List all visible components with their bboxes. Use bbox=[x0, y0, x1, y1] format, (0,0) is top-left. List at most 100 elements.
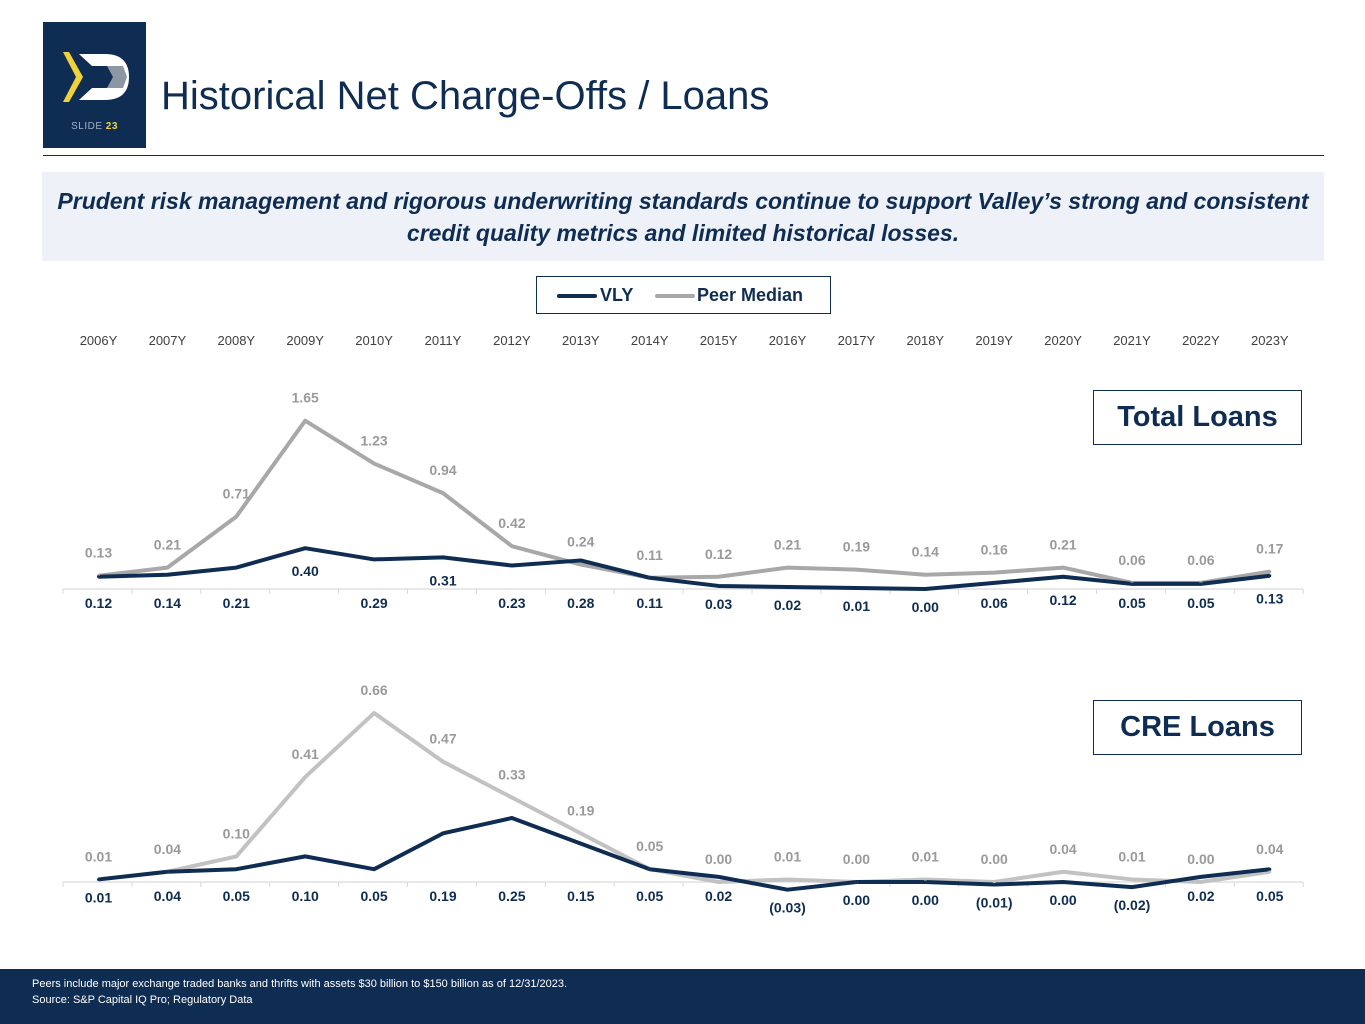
cre-peer-data-label: 0.33 bbox=[498, 767, 525, 783]
cre-vly-point bbox=[165, 870, 169, 874]
legend-label-peer: Peer Median bbox=[697, 285, 804, 305]
cre-peer-point bbox=[1061, 870, 1065, 874]
cre-vly-point bbox=[786, 888, 789, 892]
total-peer-point bbox=[372, 462, 376, 466]
total-peer-data-label: 0.24 bbox=[567, 534, 594, 550]
total-vly-data-label: 0.00 bbox=[912, 599, 939, 615]
cre-vly-point bbox=[303, 854, 307, 858]
total-peer-data-label: 1.23 bbox=[360, 433, 387, 449]
total-vly-data-label: 0.05 bbox=[1187, 595, 1214, 611]
total-peer-data-label: 0.42 bbox=[498, 515, 525, 531]
cre-peer-point bbox=[441, 760, 445, 764]
total-vly-point bbox=[1061, 575, 1065, 579]
title-divider bbox=[43, 155, 1324, 156]
total-vly-point bbox=[854, 586, 858, 590]
cre-vly-point bbox=[510, 816, 514, 820]
total-peer-data-label: 0.94 bbox=[429, 462, 456, 478]
total-vly-data-label: 0.06 bbox=[981, 595, 1008, 611]
total-peer-point bbox=[854, 568, 858, 572]
cre-vly-point bbox=[441, 831, 445, 835]
total-peer-point bbox=[234, 515, 238, 519]
total-peer-point bbox=[1061, 566, 1065, 570]
cre-vly-point bbox=[234, 867, 238, 871]
chart-legend: VLY Peer Median bbox=[536, 276, 831, 314]
legend-swatch-peer bbox=[655, 294, 695, 298]
cre-peer-data-label: 0.05 bbox=[636, 838, 663, 854]
cre-vly-data-label: 0.19 bbox=[429, 888, 456, 904]
total-peer-point bbox=[717, 575, 721, 579]
cre-vly-data-label: 0.25 bbox=[498, 888, 525, 904]
cre-peer-point bbox=[234, 854, 238, 858]
cre-vly-data-label: 0.05 bbox=[1256, 888, 1283, 904]
cre-vly-point bbox=[854, 880, 858, 884]
page-title: Historical Net Charge-Offs / Loans bbox=[161, 74, 770, 118]
year-tick-label: 2010Y bbox=[355, 333, 393, 348]
cre-peer-point bbox=[579, 831, 583, 835]
cre-vly-data-label: 0.10 bbox=[292, 888, 319, 904]
total-peer-data-label: 0.21 bbox=[154, 537, 181, 553]
cre-peer-point bbox=[1130, 877, 1134, 881]
year-tick-label: 2011Y bbox=[425, 333, 462, 348]
cre-peer-point bbox=[786, 877, 789, 881]
cre-peer-data-label: 0.47 bbox=[429, 731, 456, 747]
total-vly-data-label: 0.40 bbox=[292, 563, 319, 579]
total-vly-line bbox=[98, 546, 1271, 591]
total-vly-data-label: 0.14 bbox=[154, 595, 181, 611]
cre-vly-data-label: 0.01 bbox=[85, 889, 112, 905]
total-vly-data-label: 0.13 bbox=[1256, 591, 1283, 607]
total-vly-point bbox=[510, 564, 514, 568]
total-peer-data-label: 0.11 bbox=[636, 547, 663, 563]
cre-vly-data-label: 0.05 bbox=[636, 888, 663, 904]
cre-peer-data-label: 0.04 bbox=[154, 841, 181, 857]
year-tick-label: 2022Y bbox=[1182, 333, 1220, 348]
cre-vly-point bbox=[97, 877, 100, 881]
cre-vly-point bbox=[1199, 875, 1203, 879]
total-vly-data-label: 0.29 bbox=[360, 595, 387, 611]
slide-number-label: SLIDE 23 bbox=[43, 121, 146, 132]
total-vly-data-label: 0.05 bbox=[1118, 595, 1145, 611]
year-tick-label: 2006Y bbox=[80, 333, 118, 348]
total-vly-point bbox=[165, 573, 169, 577]
footer: Peers include major exchange traded bank… bbox=[0, 969, 1365, 1024]
cre-peer-data-label: 0.41 bbox=[292, 746, 319, 762]
cre-peer-data-label: 0.00 bbox=[1187, 851, 1214, 867]
total-peer-point bbox=[1268, 570, 1272, 574]
panel-title-cre-loans: CRE Loans bbox=[1093, 700, 1302, 755]
cre-vly-point bbox=[717, 875, 721, 879]
total-peer-median-line bbox=[98, 418, 1271, 585]
total-peer-data-label: 0.06 bbox=[1187, 552, 1214, 568]
total-vly-point bbox=[303, 546, 307, 550]
total-vly-point bbox=[579, 558, 583, 562]
cre-peer-data-label: 0.00 bbox=[843, 851, 870, 867]
cre-vly-point bbox=[1061, 880, 1065, 884]
cre-peer-point bbox=[923, 877, 927, 881]
year-tick-label: 2015Y bbox=[700, 333, 738, 348]
cre-peer-point bbox=[992, 880, 996, 884]
total-vly-data-label: 0.23 bbox=[498, 595, 525, 611]
total-vly-point bbox=[1130, 582, 1134, 586]
total-vly-data-label: 0.12 bbox=[1049, 592, 1076, 608]
cre-vly-data-label: (0.01) bbox=[976, 895, 1013, 911]
total-peer-data-label: 0.13 bbox=[85, 545, 112, 561]
year-tick-label: 2020Y bbox=[1044, 333, 1082, 348]
footer-note: Peers include major exchange traded bank… bbox=[32, 978, 568, 990]
summary-text: Prudent risk management and rigorous und… bbox=[57, 187, 1309, 246]
year-tick-label: 2012Y bbox=[493, 333, 531, 348]
year-tick-label: 2013Y bbox=[562, 333, 600, 348]
cre-peer-point bbox=[303, 775, 307, 779]
total-vly-point bbox=[1199, 582, 1203, 586]
cre-peer-data-label: 0.00 bbox=[981, 851, 1008, 867]
year-tick-label: 2019Y bbox=[975, 333, 1013, 348]
total-vly-point bbox=[923, 587, 927, 591]
total-peer-data-label: 0.19 bbox=[843, 539, 870, 555]
cre-peer-point bbox=[1199, 880, 1203, 884]
year-tick-label: 2009Y bbox=[286, 333, 324, 348]
total-peer-data-label: 0.71 bbox=[223, 486, 250, 502]
cre-peer-data-label: 0.19 bbox=[567, 802, 594, 818]
total-vly-data-label: 0.11 bbox=[636, 595, 663, 611]
cre-peer-data-label: 0.01 bbox=[912, 848, 939, 864]
total-vly-data-label: 0.02 bbox=[774, 597, 801, 613]
logo-badge: SLIDE 23 bbox=[43, 22, 146, 148]
cre-vly-line bbox=[98, 816, 1271, 892]
cre-peer-data-label: 0.01 bbox=[1118, 848, 1145, 864]
